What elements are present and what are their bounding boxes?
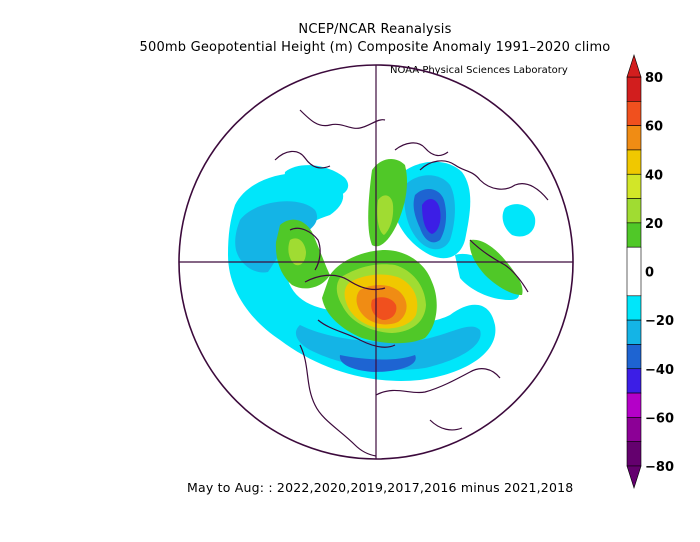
colorbar-band: [626, 173, 642, 199]
negative-anomaly-west-mid: [235, 201, 318, 273]
colorbar-band: [626, 441, 642, 467]
colorbar-band: [626, 344, 642, 370]
credit-label: NOAA Physical Sciences Laboratory: [390, 65, 568, 76]
colorbar-band: [626, 392, 642, 418]
colorbar-tick-label: −80: [645, 460, 674, 475]
colorbar-tick-label: 40: [645, 168, 663, 183]
colorbar-tick-label: −20: [645, 314, 674, 329]
colorbar-bottom-arrow: [626, 465, 642, 489]
colorbar-tick-label: 60: [645, 120, 663, 135]
colorbar-band: [626, 76, 642, 102]
positive-anomaly-east: [469, 239, 523, 295]
colorbar-band: [626, 125, 642, 151]
colorbar-band: [626, 295, 642, 321]
coastlines: [274, 109, 549, 457]
colorbar-band: [626, 149, 642, 175]
composite-caption: May to Aug: : 2022,2020,2019,2017,2016 m…: [187, 480, 574, 495]
colorbar-tick-label: 80: [645, 71, 663, 86]
negative-anomaly-northwest: [284, 165, 349, 199]
colorbar-tick-label: −40: [645, 363, 674, 378]
negative-anomaly-east: [502, 204, 536, 237]
chart-subtitle: 500mb Geopotential Height (m) Composite …: [139, 40, 611, 55]
colorbar-tick-label: 0: [645, 266, 654, 281]
positive-anomaly-north-inner: [377, 195, 394, 235]
colorbar-band: [626, 246, 642, 297]
chart-title: NCEP/NCAR Reanalysis: [298, 22, 452, 37]
positive-anomaly-core-red: [371, 297, 397, 320]
colorbar-band: [626, 417, 642, 442]
colorbar: 80 60 40 20 0 −20 −40 −60 −80: [626, 54, 674, 489]
colorbar-band: [626, 368, 642, 394]
colorbar-tick-label: −60: [645, 411, 674, 426]
colorbar-band: [626, 222, 642, 248]
colorbar-top-arrow: [626, 54, 642, 78]
colorbar-band: [626, 198, 642, 224]
negative-anomaly-south-core: [339, 355, 416, 372]
negative-anomaly-siberia-peak: [422, 198, 441, 234]
colorbar-band: [626, 101, 642, 126]
colorbar-band: [626, 319, 642, 345]
colorbar-tick-label: 20: [645, 217, 663, 232]
positive-anomaly-west-inner: [288, 238, 306, 266]
